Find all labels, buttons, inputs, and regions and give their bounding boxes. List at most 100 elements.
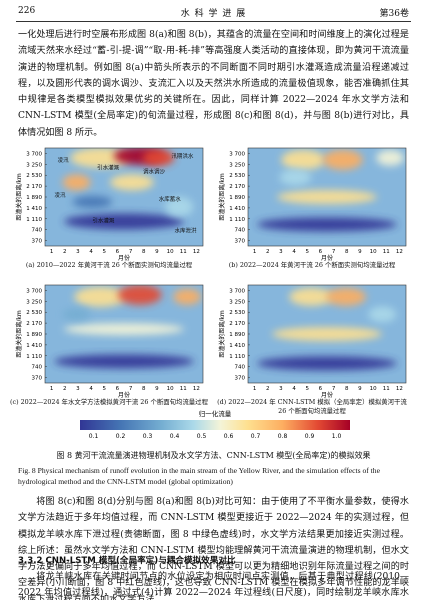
y-tick-label: 2 170 — [229, 321, 245, 327]
y-tick-label: 370 — [235, 239, 246, 245]
y-tick-label: 1 110 — [229, 354, 245, 360]
heatmap — [248, 148, 406, 246]
x-tick-label: 5 — [306, 249, 310, 255]
panel-caption: (c) 2022—2024 年水文学方法模拟黄河干流 26 个断面旬均流量过程 — [10, 398, 208, 406]
y-tick-label: 1 890 — [26, 332, 42, 338]
x-tick-label: 2 — [266, 249, 270, 255]
x-tick-label: 2 — [63, 386, 67, 392]
page-number: 226 — [18, 6, 36, 16]
colorbar-tick-label: 0.3 — [143, 433, 153, 440]
y-tick-label: 2 170 — [26, 321, 42, 327]
x-tick-label: 1 — [50, 249, 54, 255]
x-tick-label: 8 — [345, 249, 349, 255]
x-tick-label: 2 — [63, 249, 67, 255]
x-tick-label: 11 — [383, 249, 390, 255]
annotation: 凌汛 — [54, 191, 66, 199]
y-tick-label: 740 — [235, 365, 246, 371]
paragraph: 将龙羊峡水库在关键时间节点的水位设定为相应时间点实测值，后基于典型过程线(201… — [18, 572, 409, 599]
annotation: 凌汛 — [58, 156, 70, 164]
x-tick-label: 9 — [358, 386, 362, 392]
x-tick-label: 7 — [332, 249, 336, 255]
heatmap-field — [62, 174, 91, 191]
x-tick-label: 10 — [370, 386, 377, 392]
y-axis-label: 距潼关的距离/km — [15, 173, 23, 220]
x-tick-label: 12 — [193, 386, 200, 392]
colorbar-label: 归一化流量 — [199, 409, 232, 418]
y-tick-label: 3 250 — [229, 299, 245, 305]
y-tick-label: 2 530 — [229, 310, 245, 316]
heatmap-field — [281, 149, 326, 170]
colorbar-tick-label: 0.4 — [170, 433, 180, 440]
x-axis-label: 月份 — [321, 254, 333, 262]
x-tick-label: 9 — [155, 386, 159, 392]
heatmap-field — [74, 286, 127, 307]
y-axis-label: 距潼关的距离/km — [218, 310, 226, 357]
x-tick-label: 8 — [142, 249, 146, 255]
x-tick-label: 10 — [370, 249, 377, 255]
x-tick-label: 6 — [319, 249, 323, 255]
x-tick-label: 10 — [167, 386, 174, 392]
x-tick-label: 6 — [319, 386, 323, 392]
volume: 第36卷 — [379, 9, 409, 19]
y-tick-label: 2 170 — [26, 184, 42, 190]
heatmap — [248, 285, 406, 383]
y-axis-label: 距潼关的距离/km — [15, 310, 23, 357]
y-tick-label: 1 110 — [26, 217, 42, 223]
x-tick-label: 4 — [89, 386, 93, 392]
panel-caption: (d) 2022—2024 年 CNN-LSTM 模拟（全局率定）模拟黄河干流 … — [217, 398, 407, 415]
heatmap-field — [72, 195, 113, 208]
heatmap-field — [368, 306, 397, 323]
x-tick-label: 11 — [383, 386, 390, 392]
x-tick-label: 8 — [345, 386, 349, 392]
y-tick-label: 1 410 — [26, 343, 42, 349]
colorbar-tick-label: 0.8 — [278, 433, 288, 440]
colorbar — [80, 420, 350, 430]
y-tick-label: 370 — [32, 376, 43, 382]
heatmap-field — [64, 323, 184, 336]
y-tick-label: 3 250 — [26, 299, 42, 305]
y-tick-label: 3 700 — [229, 151, 245, 157]
x-tick-label: 7 — [129, 249, 133, 255]
header-rule — [16, 21, 411, 22]
x-tick-label: 5 — [306, 386, 310, 392]
y-tick-label: 3 700 — [26, 288, 42, 294]
annotation: 水库泄洪 — [175, 226, 198, 234]
x-tick-label: 3 — [279, 386, 283, 392]
heatmap-field — [109, 174, 154, 191]
annotation: 水库蓄水 — [159, 195, 182, 203]
y-tick-label: 3 250 — [229, 162, 245, 168]
x-tick-label: 12 — [193, 249, 200, 255]
caption-box: (d) 2022—2024 年 CNN-LSTM 模拟（全局率定）模拟黄河干流 … — [217, 398, 407, 415]
caption-box: (b) 2022—2024 年黄河干流 26 个断面实测旬均流量过程 — [229, 261, 396, 269]
heatmap-field — [257, 356, 397, 371]
annotation: 引水灌溉 — [97, 164, 120, 172]
heatmap — [45, 285, 203, 383]
y-tick-label: 3 700 — [229, 288, 245, 294]
x-axis-label: 月份 — [118, 391, 130, 399]
section-heading: 3.3.2 CNN-LSTM 模型(全局率定)与耦合模拟效果对比 — [18, 556, 236, 566]
heatmap-field — [322, 149, 363, 170]
y-tick-label: 1 890 — [229, 332, 245, 338]
heatmap-field — [117, 285, 162, 305]
x-tick-label: 5 — [103, 386, 107, 392]
colorbar-tick-label: 0.5 — [197, 433, 207, 440]
heatmap-field — [64, 213, 184, 230]
heatmap-field — [165, 196, 194, 217]
heatmap-field — [376, 149, 405, 166]
heatmap-field — [257, 217, 397, 232]
journal: 水 科 学 进 展 — [180, 9, 247, 19]
x-tick-label: 1 — [50, 386, 54, 392]
paragraph: 将图 8(c)和图 8(d)分别与图 8(a)和图 8(b)对比可知：由于使用了… — [18, 497, 409, 600]
y-tick-label: 740 — [32, 365, 43, 371]
panel-caption: (a) 2010—2022 年黄河干流 26 个断面实测旬均流量过程 — [25, 261, 193, 269]
y-tick-label: 370 — [32, 239, 43, 245]
x-tick-label: 3 — [279, 249, 283, 255]
heatmap-field — [279, 169, 312, 186]
y-tick-label: 2 530 — [26, 173, 42, 179]
y-tick-label: 1 110 — [26, 354, 42, 360]
y-tick-label: 1 890 — [26, 195, 42, 201]
